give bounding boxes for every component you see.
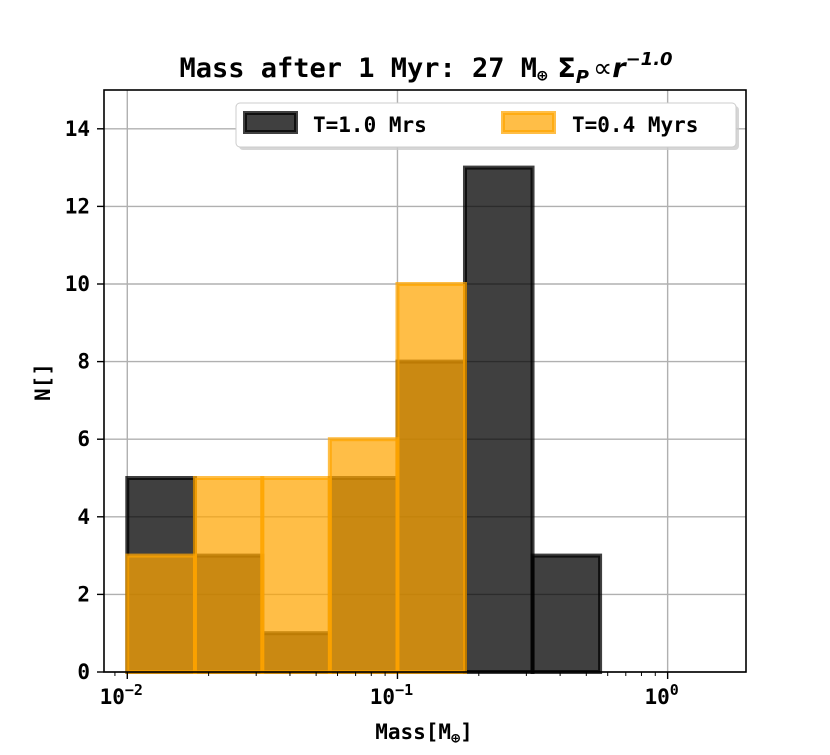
y-tick-label: 8 bbox=[77, 350, 90, 374]
histogram-bar-series-2 bbox=[125, 553, 197, 674]
title-prop: ∝ bbox=[593, 53, 612, 84]
chart-title: Mass after 1 Myr: 27 M⊕ ΣP ∝r−1.0 bbox=[179, 49, 672, 88]
histogram-bar-series-2 bbox=[395, 282, 467, 674]
y-axis-label: N[] bbox=[31, 363, 55, 401]
axis-ticks: 0 2 4 6 8 10 12 14 10−2 10−1 100 bbox=[65, 117, 679, 709]
title-exponent: −1.0 bbox=[626, 49, 673, 70]
legend-swatch-series-1 bbox=[243, 111, 298, 134]
title-unit-symbol: ⊕ bbox=[537, 66, 548, 86]
x-tick-label: 100 bbox=[644, 681, 678, 709]
title-prefix: Mass after 1 Myr: 27 M bbox=[179, 53, 537, 84]
y-tick-label: 4 bbox=[77, 505, 90, 529]
x-label-suffix: ] bbox=[460, 720, 473, 744]
title-sigma-sub: P bbox=[576, 67, 589, 88]
y-tick-label: 10 bbox=[65, 272, 90, 296]
x-axis-label: Mass[M⊕] bbox=[375, 720, 473, 747]
histogram-bar-series-2 bbox=[192, 476, 265, 674]
x-tick-label: 10−1 bbox=[370, 681, 413, 709]
legend: T=1.0 Mrs T=0.4 Myrs bbox=[235, 102, 739, 150]
histogram-bar-series-1 bbox=[530, 553, 603, 674]
y-tick-label: 6 bbox=[77, 427, 90, 451]
y-tick-label: 2 bbox=[77, 582, 90, 606]
y-tick-label: 14 bbox=[65, 117, 90, 141]
legend-swatch-series-2 bbox=[501, 111, 556, 134]
legend-label-series-1: T=1.0 Mrs bbox=[313, 113, 427, 137]
x-label-unit-symbol: ⊕ bbox=[451, 729, 460, 747]
x-tick-label: 10−2 bbox=[100, 681, 143, 709]
x-label-prefix: Mass[M bbox=[375, 720, 451, 744]
y-tick-label: 0 bbox=[77, 660, 90, 684]
histogram-bars bbox=[125, 165, 603, 675]
title-r: r bbox=[612, 53, 627, 84]
histogram-bar-series-2 bbox=[327, 437, 400, 675]
title-sigma: Σ bbox=[557, 53, 575, 84]
histogram-bar-series-2 bbox=[260, 476, 332, 674]
legend-box bbox=[235, 102, 737, 148]
y-tick-label: 12 bbox=[65, 194, 90, 218]
plot-frame bbox=[103, 89, 747, 673]
legend-label-series-2: T=0.4 Myrs bbox=[572, 113, 698, 137]
histogram-bar-series-1 bbox=[462, 165, 535, 674]
